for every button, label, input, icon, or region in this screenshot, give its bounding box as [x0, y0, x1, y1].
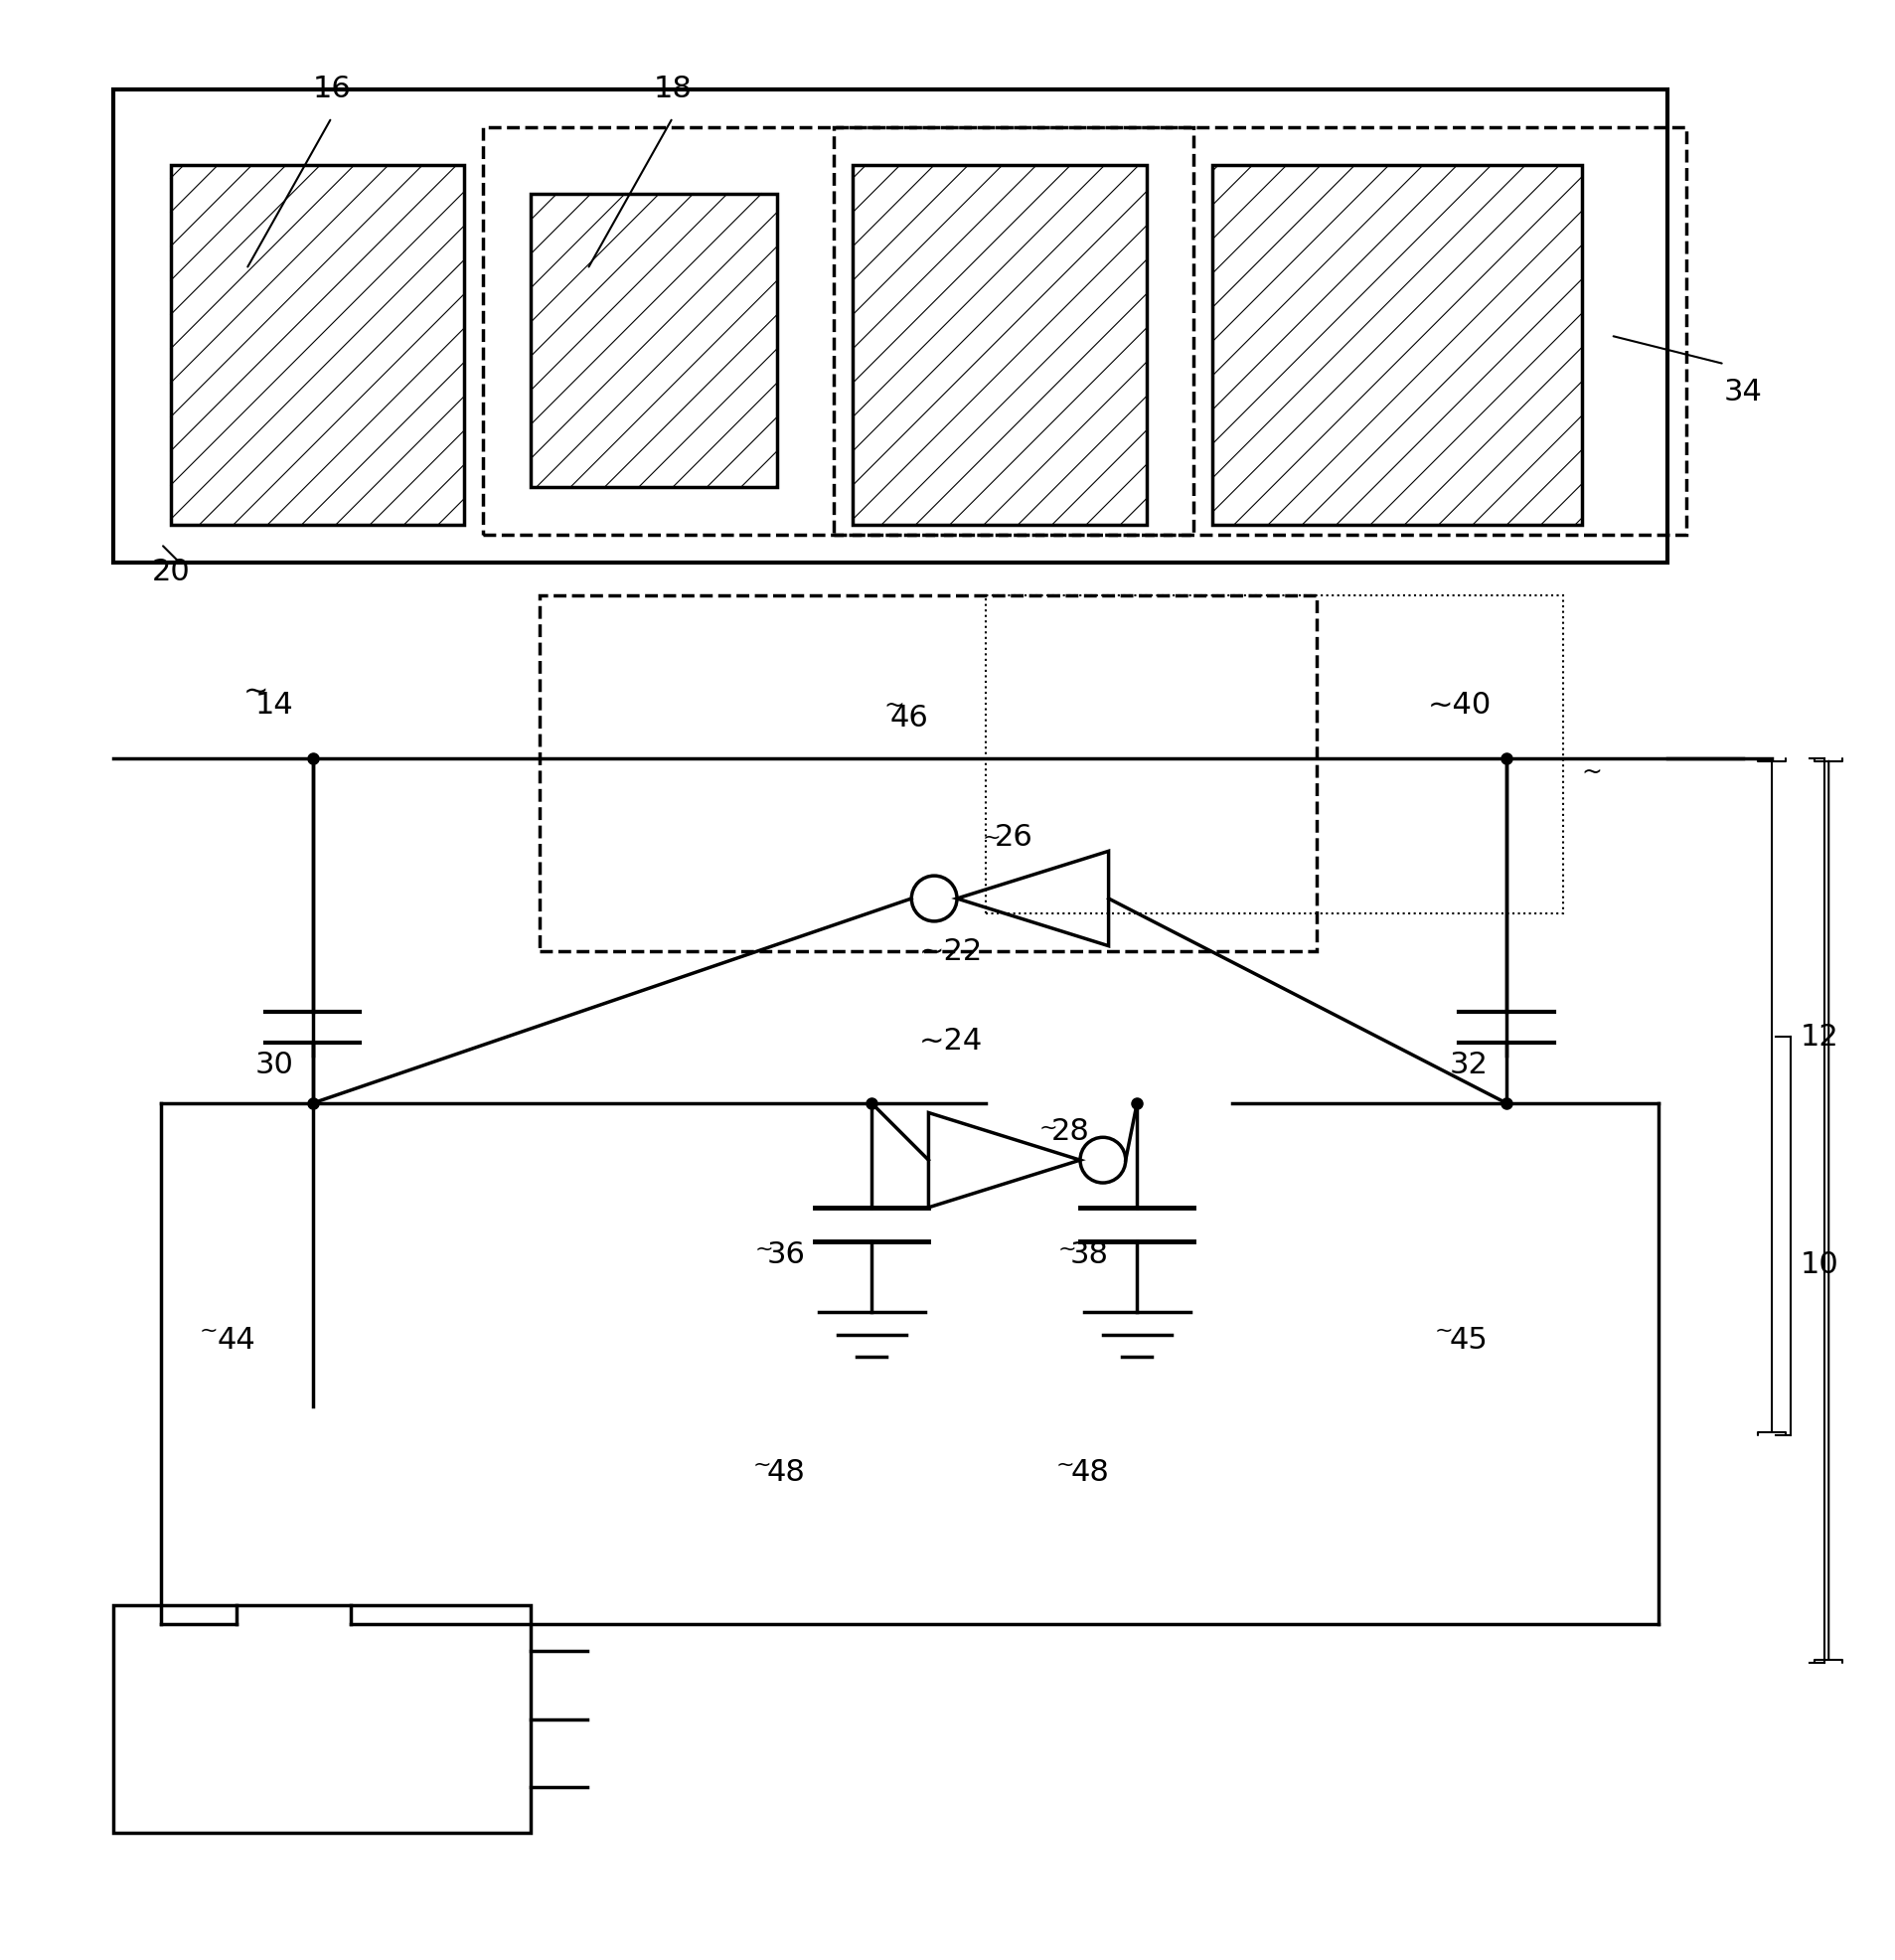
Text: WL: WL [150, 1633, 191, 1660]
Text: ~: ~ [199, 1321, 218, 1341]
Bar [1213, 165, 1582, 525]
Text: 46: 46 [891, 704, 929, 733]
Text: ~: ~ [1038, 1117, 1057, 1137]
Text: ~: ~ [243, 678, 269, 706]
Text: ~40: ~40 [1427, 690, 1491, 719]
Text: 36: 36 [767, 1241, 805, 1270]
Text: 28: 28 [1052, 1117, 1090, 1147]
Text: 34: 34 [1724, 378, 1762, 408]
Text: 16: 16 [313, 74, 351, 104]
Text: 20: 20 [152, 559, 190, 586]
Bar [540, 596, 1317, 951]
Bar [985, 596, 1563, 913]
Text: 26: 26 [995, 823, 1033, 853]
Text: ~: ~ [754, 1239, 773, 1258]
Text: ~: ~ [1057, 1239, 1076, 1258]
Text: 30: 30 [256, 1051, 294, 1080]
Text: 48: 48 [767, 1458, 805, 1488]
Bar [834, 127, 1687, 535]
Bar [171, 165, 464, 525]
Bar [114, 1605, 531, 1833]
Text: ~: ~ [1582, 760, 1601, 784]
Bar [531, 194, 777, 488]
Text: ~22: ~22 [919, 937, 984, 966]
Text: ~: ~ [885, 694, 904, 717]
Text: 38: 38 [1071, 1241, 1109, 1270]
Text: 44: 44 [218, 1325, 256, 1354]
Text: 48: 48 [1071, 1458, 1109, 1488]
Text: 10: 10 [1800, 1250, 1838, 1278]
Text: ~: ~ [1435, 1321, 1453, 1341]
Text: BL: BL [277, 1633, 311, 1660]
Text: 18: 18 [654, 74, 692, 104]
Text: 32: 32 [1450, 1051, 1488, 1080]
Text: $\overline{\rm BL}$: $\overline{\rm BL}$ [398, 1631, 436, 1662]
Text: 42: 42 [275, 1742, 313, 1772]
Text: ~: ~ [982, 827, 1001, 849]
Bar [853, 165, 1146, 525]
Text: ~: ~ [752, 1454, 771, 1476]
Bar [114, 88, 1668, 563]
Text: 14: 14 [256, 690, 294, 719]
Text: ~24: ~24 [919, 1027, 984, 1054]
Text: 45: 45 [1450, 1325, 1488, 1354]
Text: ~: ~ [1056, 1454, 1074, 1476]
Text: 12: 12 [1800, 1023, 1838, 1051]
Bar [483, 127, 1194, 535]
